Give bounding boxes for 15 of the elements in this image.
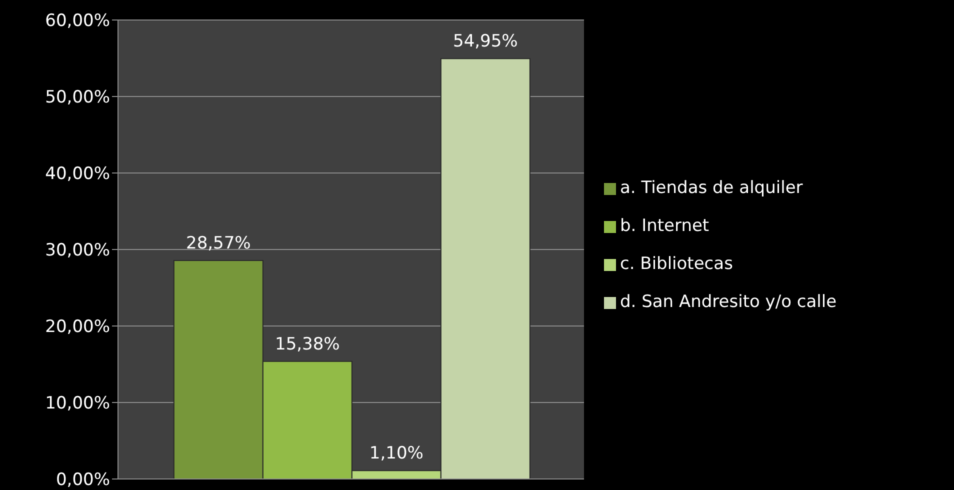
data-label: 1,10%: [369, 444, 424, 464]
y-tick-label: 50,00%: [45, 88, 110, 108]
legend-label: b. Internet: [620, 216, 710, 236]
legend-label: d. San Andresito y/o calle: [620, 292, 837, 312]
y-tick-label: 10,00%: [45, 394, 110, 414]
y-tick-label: 40,00%: [45, 164, 110, 184]
legend-label: a. Tiendas de alquiler: [620, 178, 803, 198]
legend-label: c. Bibliotecas: [620, 254, 733, 274]
data-label: 54,95%: [453, 32, 518, 52]
y-tick-label: 60,00%: [45, 11, 110, 32]
y-tick-label: 30,00%: [45, 240, 110, 261]
data-label: 28,57%: [186, 233, 251, 254]
y-tick-label: 20,00%: [45, 317, 110, 338]
y-tick-label: 0,00%: [56, 470, 110, 490]
data-label: 15,38%: [275, 334, 340, 354]
